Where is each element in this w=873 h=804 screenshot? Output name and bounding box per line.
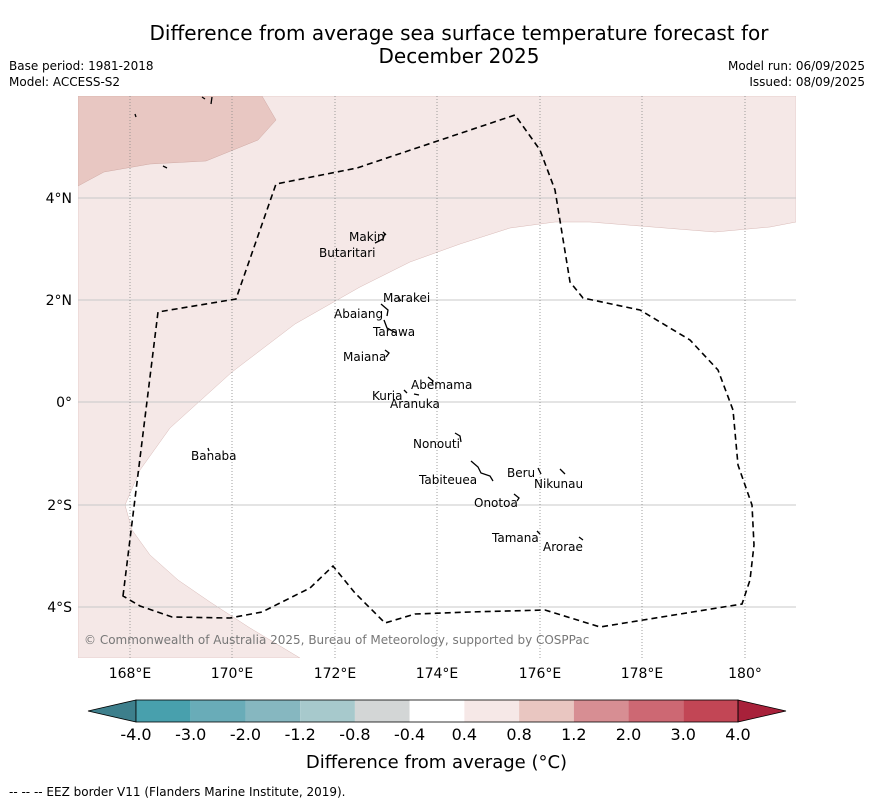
lon-tick-label: 168°E [109,666,152,682]
lon-tick-label: 174°E [416,666,459,682]
base-period: Base period: 1981-2018 [9,59,154,73]
lat-tick-label: 4°S [47,600,72,616]
model-name: Model: ACCESS-S2 [9,75,121,89]
place-label-abemama: Abemama [411,378,472,392]
island-tabiteuea [470,460,494,482]
map-title-line2: December 2025 [378,44,540,68]
copyright-notice: © Commonwealth of Australia 2025, Bureau… [84,633,589,647]
lat-tick-label: 2°N [46,293,72,309]
island-marakei [397,296,402,302]
colorbar-bin [245,700,301,722]
place-label-nikunau: Nikunau [534,477,583,491]
island-abemama [427,376,434,385]
map-title: Difference from average sea surface temp… [100,22,818,68]
island-arorae [578,536,584,541]
island-onotoa [513,493,520,502]
colorbar-tick-label: 0.8 [506,725,532,744]
colorbar-tick-label: 1.2 [561,725,587,744]
issued-date: Issued: 08/09/2025 [749,75,865,89]
place-label-makin: Makin [349,230,385,244]
model-run: Model run: 06/09/2025 [727,59,865,73]
island-beru [537,467,542,475]
colorbar-bin [519,700,574,722]
lon-tick-label: 180° [728,666,762,682]
place-label-banaba: Banaba [191,449,237,463]
place-label-marakei: Marakei [383,291,430,305]
colorbar-bin [464,700,520,722]
place-label-arorae: Arorae [543,540,583,554]
lat-tick-label: 2°S [47,498,72,514]
colorbar-bin [409,700,465,722]
place-label-beru: Beru [507,466,535,480]
colorbar-tick-label: -0.4 [394,725,426,744]
colorbar-tick-label: 3.0 [670,725,696,744]
colorbar-bin [300,700,355,722]
meta-right: Model run: 06/09/2025 Issued: 08/09/2025 [728,58,865,90]
island-northwest-1 [201,96,213,105]
colorbar-tick-label: -1.2 [284,725,316,744]
eez-legend-footer: -- -- -- EEZ border V11 (Flanders Marine… [9,785,346,799]
colorbar-outline [135,699,739,723]
colorbar-bin [628,700,684,722]
islands [134,96,584,541]
place-label-aranuka: Aranuka [390,397,440,411]
colorbar-tick-label: -4.0 [120,725,152,744]
lon-tick-label: 172°E [314,666,357,682]
lon-tick-label: 178°E [621,666,664,682]
island-tarawa [383,319,397,334]
colorbar-extend-high [737,699,787,723]
island-nikunau [559,468,566,475]
island-northwest-3 [162,165,168,169]
lon-gridlines [129,96,746,658]
place-label-butaritari: Butaritari [319,246,376,260]
map-title-line1: Difference from average sea surface temp… [149,21,769,45]
colorbar-tick-label: -3.0 [175,725,207,744]
island-makin-butaritari [374,231,387,244]
place-label-kuria: Kuria [372,389,403,403]
anomaly-region-medium [78,96,277,187]
colorbar-bin [354,700,410,722]
colorbar-tick-label: 2.0 [615,725,642,744]
lat-tick-label: 0° [56,395,72,411]
island-tamana [536,530,541,535]
colorbar-title: Difference from average (°C) [305,752,568,773]
colorbar-tick-label: 4.0 [725,725,751,744]
colorbar-bin [190,700,246,722]
lon-tick-label: 170°E [211,666,254,682]
island-maiana [384,349,390,358]
place-labels: Makin Butaritari Marakei Abaiang Tarawa … [191,230,583,554]
meta-left: Base period: 1981-2018 Model: ACCESS-S2 [9,58,154,90]
colorbar-bin [573,700,629,722]
island-aranuka [413,393,420,396]
island-abaiang [380,303,389,317]
colorbar-bin [683,700,738,722]
colorbar-extend-low [87,699,137,723]
eez-border [122,114,755,628]
place-label-tamana: Tamana [491,531,539,545]
colorbar-tick-label: -0.8 [339,725,371,744]
place-label-nonouti: Nonouti [413,437,460,451]
place-label-tarawa: Tarawa [372,325,415,339]
place-label-onotoa: Onotoa [474,496,518,510]
place-label-tabiteuea: Tabiteuea [418,473,477,487]
place-label-maiana: Maiana [343,350,386,364]
lon-tick-label: 176°E [519,666,562,682]
island-northwest-2 [134,113,137,118]
colorbar-tick-label: 0.4 [451,725,478,744]
colorbar [87,699,787,723]
lon-tick-labels: 168°E 170°E 172°E 174°E 176°E 178°E 180° [109,666,762,682]
island-kuria [403,389,408,394]
island-nonouti [454,432,462,443]
lat-tick-label: 4°N [46,191,72,207]
island-banaba [207,447,210,452]
colorbar-bin [136,700,191,722]
place-label-abaiang: Abaiang [334,307,383,321]
colorbar-tick-label: -2.0 [229,725,262,744]
lat-tick-labels: 4°N 2°N 0° 2°S 4°S [46,191,73,616]
